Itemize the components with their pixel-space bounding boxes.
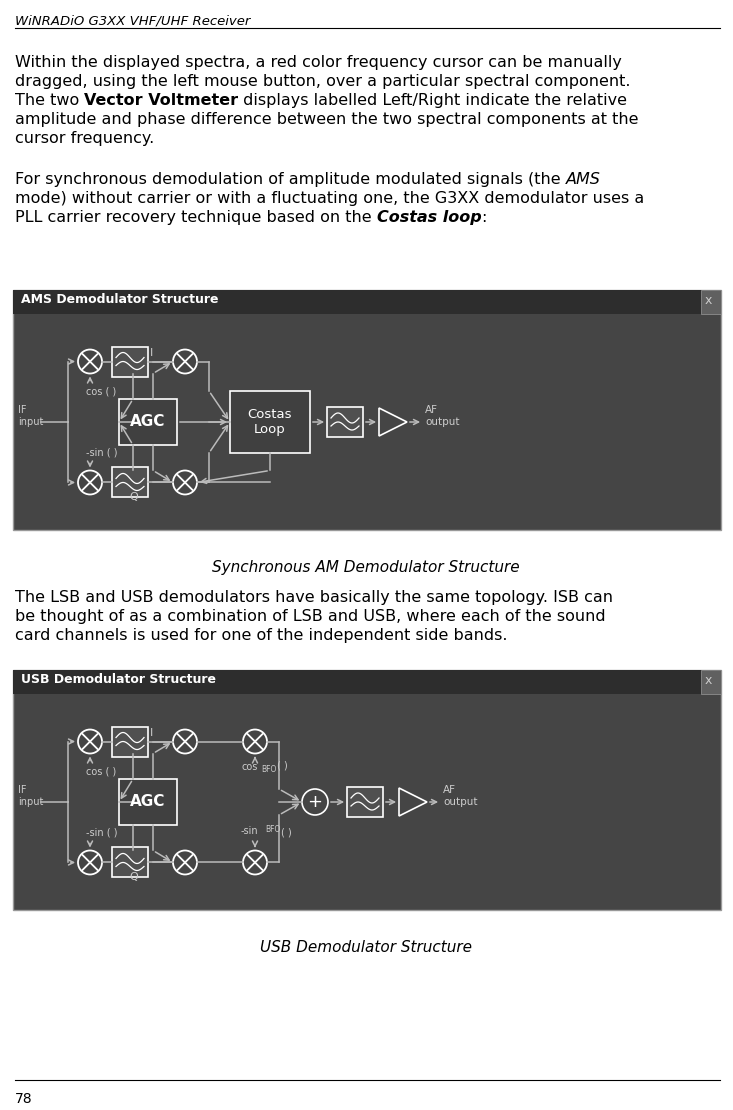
- Text: PLL carrier recovery technique based on the: PLL carrier recovery technique based on …: [15, 210, 377, 225]
- FancyBboxPatch shape: [327, 407, 363, 437]
- Text: AMS: AMS: [566, 172, 600, 186]
- Text: AGC: AGC: [130, 795, 166, 809]
- FancyBboxPatch shape: [13, 290, 721, 529]
- Text: Q: Q: [129, 493, 138, 503]
- Text: x: x: [704, 674, 712, 687]
- Text: AMS Demodulator Structure: AMS Demodulator Structure: [21, 293, 218, 306]
- FancyBboxPatch shape: [112, 847, 148, 878]
- Text: amplitude and phase difference between the two spectral components at the: amplitude and phase difference between t…: [15, 112, 638, 127]
- Text: Synchronous AM Demodulator Structure: Synchronous AM Demodulator Structure: [212, 561, 520, 575]
- Text: Costas loop: Costas loop: [377, 210, 482, 225]
- Text: The LSB and USB demodulators have basically the same topology. ISB can: The LSB and USB demodulators have basica…: [15, 591, 613, 605]
- Text: I: I: [150, 347, 153, 357]
- FancyBboxPatch shape: [230, 391, 310, 453]
- Text: cos: cos: [241, 761, 257, 771]
- FancyBboxPatch shape: [119, 779, 177, 825]
- Text: Q: Q: [129, 872, 138, 882]
- FancyBboxPatch shape: [112, 727, 148, 757]
- FancyBboxPatch shape: [347, 787, 383, 817]
- Text: I: I: [150, 727, 153, 737]
- Text: :: :: [482, 210, 487, 225]
- Text: IF
input: IF input: [18, 785, 43, 807]
- Text: x: x: [704, 294, 712, 307]
- Text: The two: The two: [15, 93, 84, 108]
- Text: Costas
Loop: Costas Loop: [248, 408, 292, 436]
- FancyBboxPatch shape: [13, 670, 721, 910]
- FancyBboxPatch shape: [13, 290, 721, 314]
- Text: IF
input: IF input: [18, 405, 43, 427]
- FancyBboxPatch shape: [112, 467, 148, 497]
- Text: dragged, using the left mouse button, over a particular spectral component.: dragged, using the left mouse button, ov…: [15, 74, 630, 89]
- Text: card channels is used for one of the independent side bands.: card channels is used for one of the ind…: [15, 628, 507, 643]
- Text: mode) without carrier or with a fluctuating one, the G3XX demodulator uses a: mode) without carrier or with a fluctuat…: [15, 191, 644, 206]
- Text: cursor frequency.: cursor frequency.: [15, 131, 154, 147]
- Text: For synchronous demodulation of amplitude modulated signals (the: For synchronous demodulation of amplitud…: [15, 172, 566, 186]
- Text: -sin: -sin: [241, 827, 259, 837]
- Text: 78: 78: [15, 1092, 33, 1106]
- FancyBboxPatch shape: [701, 290, 721, 314]
- Text: -sin ( ): -sin ( ): [86, 447, 117, 457]
- FancyBboxPatch shape: [13, 670, 721, 694]
- Text: cos ( ): cos ( ): [86, 767, 117, 777]
- Text: Vector Voltmeter: Vector Voltmeter: [84, 93, 238, 108]
- Text: BFO: BFO: [265, 826, 281, 835]
- Text: USB Demodulator Structure: USB Demodulator Structure: [21, 673, 216, 686]
- Text: displays labelled Left/Right indicate the relative: displays labelled Left/Right indicate th…: [238, 93, 627, 108]
- Text: +: +: [308, 793, 323, 811]
- Text: ( ): ( ): [277, 760, 288, 770]
- Text: AF
output: AF output: [443, 785, 477, 807]
- Text: USB Demodulator Structure: USB Demodulator Structure: [260, 940, 472, 955]
- Text: ( ): ( ): [281, 827, 292, 837]
- FancyBboxPatch shape: [701, 670, 721, 694]
- FancyBboxPatch shape: [112, 346, 148, 376]
- Text: AF
output: AF output: [425, 405, 460, 427]
- Text: -sin ( ): -sin ( ): [86, 827, 117, 837]
- Text: be thought of as a combination of LSB and USB, where each of the sound: be thought of as a combination of LSB an…: [15, 609, 605, 624]
- Text: Within the displayed spectra, a red color frequency cursor can be manually: Within the displayed spectra, a red colo…: [15, 56, 622, 70]
- Text: WiNRADiO G3XX VHF/UHF Receiver: WiNRADiO G3XX VHF/UHF Receiver: [15, 14, 251, 27]
- Text: AGC: AGC: [130, 414, 166, 430]
- Text: cos ( ): cos ( ): [86, 386, 117, 396]
- FancyBboxPatch shape: [119, 398, 177, 445]
- Text: BFO: BFO: [261, 765, 276, 774]
